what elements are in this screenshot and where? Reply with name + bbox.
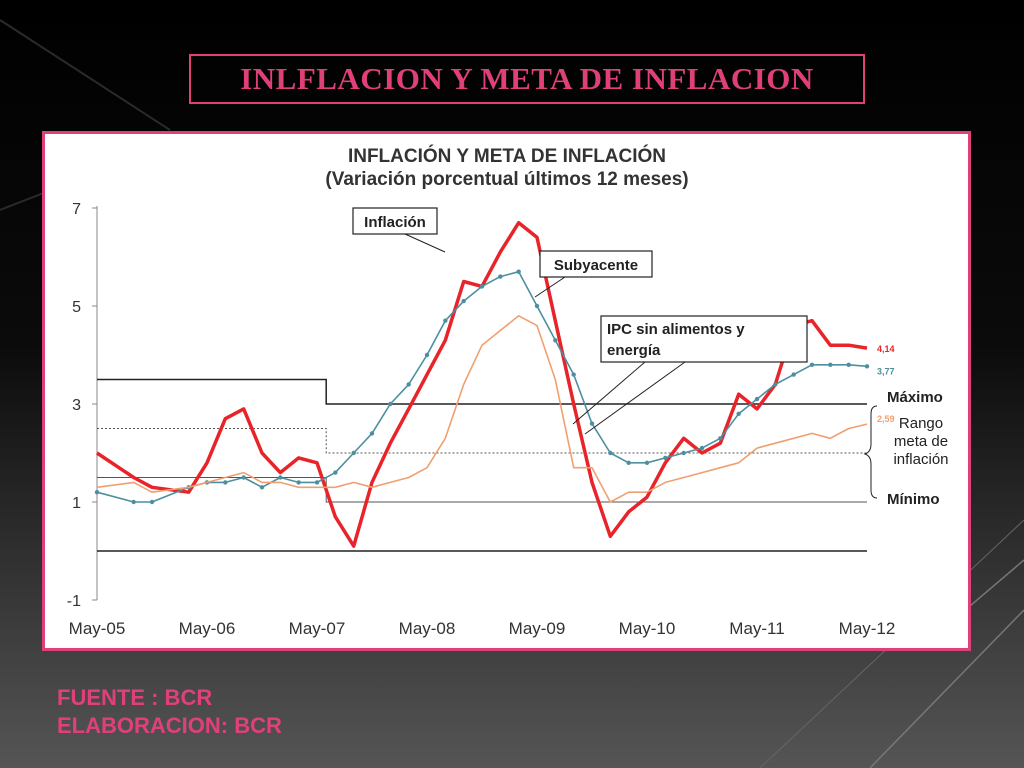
series-point-subyacente: [369, 431, 375, 436]
series-point-subyacente: [626, 460, 631, 465]
series-point-subyacente: [681, 450, 686, 456]
elaboration-text: ELABORACION: BCR: [57, 713, 282, 738]
callout-leader-inflacion: [404, 233, 446, 253]
series-point-subyacente: [388, 401, 393, 407]
target-center-line: [97, 428, 867, 454]
label-maximo: Máximo: [887, 389, 943, 406]
series-point-subyacente: [351, 450, 356, 456]
range-brace: [863, 405, 878, 499]
series-point-subyacente: [809, 362, 815, 367]
x-tick-label: May-05: [69, 619, 126, 638]
series-point-subyacente: [223, 480, 228, 485]
series-point-subyacente: [846, 362, 851, 367]
x-tick-label: May-10: [619, 619, 676, 638]
series-point-subyacente: [278, 475, 283, 480]
series-point-subyacente: [296, 480, 301, 485]
source-text: FUENTE : BCR: [57, 685, 213, 710]
target-max-line: [97, 378, 867, 405]
series-point-subyacente: [773, 382, 778, 387]
chart-frame: INFLACIÓN Y META DE INFLACIÓN (Variación …: [42, 131, 971, 651]
series-point-subyacente: [663, 455, 668, 461]
series-point-subyacente: [241, 475, 246, 480]
callout-label-ipc-line2: energía: [607, 342, 661, 359]
series-point-subyacente: [94, 490, 100, 495]
series-point-subyacente: [828, 362, 833, 367]
callout-box-inflacion: [352, 207, 438, 235]
callout-box-ipc: [600, 315, 808, 363]
series-point-subyacente: [259, 485, 265, 490]
series-point-subyacente: [571, 372, 576, 377]
series-point-subyacente: [479, 284, 485, 289]
series-line-ipc-sin-alimentos: [96, 315, 868, 503]
chart-title: INFLACIÓN Y META DE INFLACIÓN: [348, 145, 666, 167]
x-tick-label: May-08: [399, 619, 456, 638]
series-point-subyacente: [149, 499, 155, 505]
y-tick-label: 1: [72, 495, 81, 512]
series-point-subyacente: [718, 436, 723, 441]
y-tick-label: 3: [72, 397, 81, 414]
y-tick-label: 7: [72, 201, 81, 218]
callout-label-subyacente: Subyacente: [554, 257, 638, 274]
slide-title: INLFLACION Y META DE INFLACION: [189, 54, 865, 104]
series-point-subyacente: [443, 318, 448, 323]
series-point-subyacente: [516, 269, 521, 274]
callout-label-ipc-line1: IPC sin alimentos y: [607, 321, 745, 338]
series-point-subyacente: [333, 470, 338, 475]
series-point-subyacente: [589, 421, 595, 426]
series-point-subyacente: [314, 480, 320, 485]
x-tick-label: May-07: [289, 619, 346, 638]
x-tick-label: May-11: [729, 619, 784, 638]
callout-leader-ipc-b: [584, 361, 686, 435]
chart-subtitle: (Variación porcentual últimos 12 meses): [325, 169, 688, 190]
series-point-subyacente: [424, 352, 430, 358]
series-point-subyacente: [131, 499, 136, 505]
callout-label-inflacion: Inflación: [364, 214, 426, 231]
callout-box-subyacente: [539, 250, 653, 278]
inflation-chart: INFLACIÓN Y META DE INFLACIÓN(Variación …: [67, 145, 949, 638]
x-tick-label: May-06: [179, 619, 236, 638]
series-end-label: 4,14: [877, 344, 895, 354]
y-tick-label: -1: [67, 593, 81, 610]
series-line-subyacente: [96, 270, 868, 503]
series-end-label: 2,59: [877, 414, 895, 424]
callout-leader-subyacente: [534, 276, 566, 298]
range-label-line: Rango: [899, 415, 943, 432]
series-point-subyacente: [791, 372, 796, 377]
series-point-subyacente: [461, 298, 466, 304]
series-point-subyacente: [736, 411, 741, 416]
series-point-subyacente: [644, 460, 650, 465]
series-line-inflacion: [96, 220, 868, 548]
range-label-line: meta de: [894, 433, 948, 450]
range-label-line: inflación: [893, 451, 948, 468]
series-point-subyacente: [864, 364, 870, 369]
label-minimo: Mínimo: [887, 491, 940, 508]
callout-leader-ipc-a: [572, 361, 646, 425]
credits: FUENTE : BCR ELABORACION: BCR: [57, 684, 282, 740]
series-point-subyacente: [553, 338, 558, 343]
series-point-subyacente: [754, 396, 760, 402]
series-point-subyacente: [534, 303, 540, 309]
series-point-subyacente: [699, 445, 705, 451]
series-point-subyacente: [406, 382, 411, 387]
series-end-label: 3,77: [877, 366, 895, 376]
y-tick-label: 5: [72, 299, 81, 316]
x-tick-label: May-12: [839, 619, 896, 638]
x-tick-label: May-09: [509, 619, 566, 638]
series-point-subyacente: [608, 450, 613, 456]
series-point-subyacente: [498, 274, 503, 279]
